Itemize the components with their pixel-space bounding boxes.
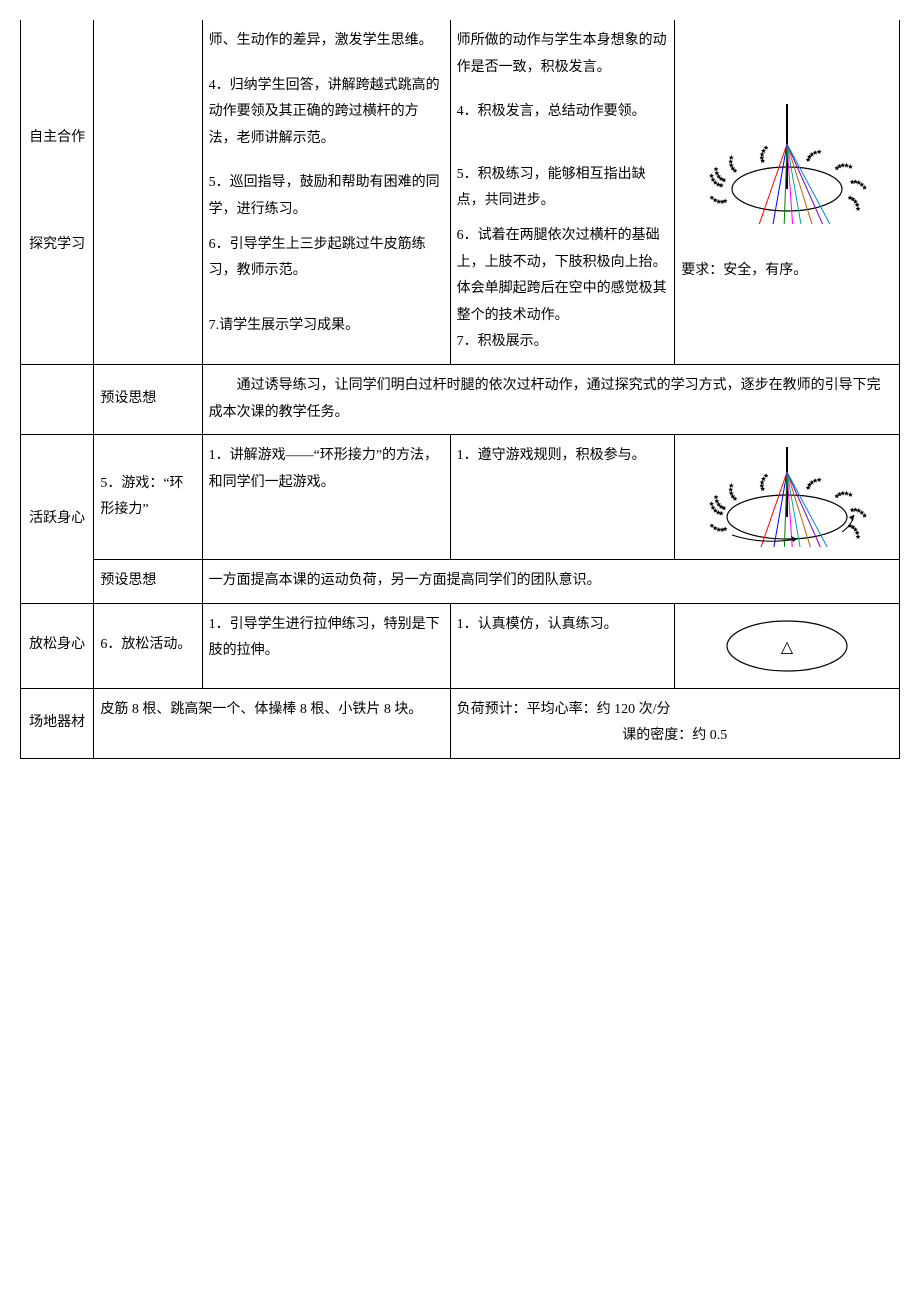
table-row: 放松身心 6．放松活动。 1．引导学生进行拉伸练习，特别是下肢的拉伸。 1．认真… — [21, 603, 900, 688]
section-label-relax: 放松身心 — [21, 603, 94, 688]
student-p2: 4．积极发言，总结动作要领。 — [457, 99, 669, 126]
diagram-cell-relax: △ — [675, 603, 900, 688]
student-p5: 7．积极展示。 — [457, 329, 669, 356]
student-cell-relax: 1．认真模仿，认真练习。 — [450, 603, 675, 688]
student-p3: 5．积极练习，能够相互指出缺点，共同进步。 — [457, 162, 669, 215]
lesson-plan-page: 自主合作 探究学习 师、生动作的差异，激发学生思维。 4．归纳学生回答，讲解跨越… — [20, 20, 900, 759]
teacher-cell-active: 1．讲解游戏——“环形接力”的方法，和同学们一起游戏。 — [202, 435, 450, 560]
preset-label-autonomous: 预设思想 — [94, 364, 202, 434]
table-row: 自主合作 探究学习 师、生动作的差异，激发学生思维。 4．归纳学生回答，讲解跨越… — [21, 20, 900, 364]
student-p1: 师所做的动作与学生本身想象的动作是否一致，积极发言。 — [457, 28, 669, 81]
starburst-diagram-icon — [702, 104, 872, 224]
diagram-note: 要求：安全，有序。 — [681, 258, 893, 285]
student-p4: 6．试着在两腿依次过横杆的基础上，上肢不动，下肢积极向上抬。体会单脚起跨后在空中… — [457, 223, 669, 329]
teacher-p3: 5．巡回指导，鼓励和帮助有困难的同学，进行练习。 — [209, 170, 444, 223]
preset-label-active: 预设思想 — [94, 560, 202, 604]
activity-cell-empty — [94, 20, 202, 364]
teacher-p5: 7.请学生展示学习成果。 — [209, 313, 444, 340]
preset-spacer-1 — [21, 364, 94, 434]
teacher-p2: 4．归纳学生回答，讲解跨越式跳高的动作要领及其正确的跨过横杆的方法，老师讲解示范… — [209, 73, 444, 153]
preset-text-autonomous: 通过诱导练习，让同学们明白过杆时腿的依次过杆动作，通过探究式的学习方式，逐步在教… — [202, 364, 899, 434]
section-label-active: 活跃身心 — [21, 435, 94, 604]
preset-text-active: 一方面提高本课的运动负荷，另一方面提高同学们的团队意识。 — [202, 560, 899, 604]
ellipse-triangle-icon: △ — [712, 616, 862, 676]
student-cell-active: 1．遵守游戏规则，积极参与。 — [450, 435, 675, 560]
label-autonomous-top: 自主合作 — [27, 125, 87, 152]
load-cell: 负荷预计：平均心率：约 120 次/分 课的密度：约 0.5 — [450, 688, 899, 758]
teacher-p4: 6．引导学生上三步起跳过牛皮筋练习，教师示范。 — [209, 232, 444, 285]
teacher-p1: 师、生动作的差异，激发学生思维。 — [209, 28, 444, 55]
lesson-plan-table: 自主合作 探究学习 师、生动作的差异，激发学生思维。 4．归纳学生回答，讲解跨越… — [20, 20, 900, 759]
label-autonomous-bottom: 探究学习 — [27, 232, 87, 259]
density-label: 课的密度：约 0.5 — [457, 723, 893, 750]
student-cell-autonomous: 师所做的动作与学生本身想象的动作是否一致，积极发言。 4．积极发言，总结动作要领… — [450, 20, 675, 364]
teacher-cell-autonomous: 师、生动作的差异，激发学生思维。 4．归纳学生回答，讲解跨越式跳高的动作要领及其… — [202, 20, 450, 364]
section-label-equipment: 场地器材 — [21, 688, 94, 758]
table-row: 预设思想 通过诱导练习，让同学们明白过杆时腿的依次过杆动作，通过探究式的学习方式… — [21, 364, 900, 434]
diagram-cell-active — [675, 435, 900, 560]
equipment-text: 皮筋 8 根、跳高架一个、体操棒 8 根、小铁片 8 块。 — [94, 688, 450, 758]
activity-relax: 6．放松活动。 — [94, 603, 202, 688]
activity-game: 5．游戏：“环形接力” — [94, 435, 202, 560]
triangle-glyph: △ — [781, 639, 794, 656]
section-label-autonomous: 自主合作 探究学习 — [21, 20, 94, 364]
teacher-cell-relax: 1．引导学生进行拉伸练习，特别是下肢的拉伸。 — [202, 603, 450, 688]
diagram-cell-autonomous: 要求：安全，有序。 — [675, 20, 900, 364]
load-label: 负荷预计：平均心率：约 120 次/分 — [457, 697, 893, 724]
starburst-arrow-diagram-icon — [702, 447, 872, 547]
table-row: 活跃身心 5．游戏：“环形接力” 1．讲解游戏——“环形接力”的方法，和同学们一… — [21, 435, 900, 560]
table-row: 预设思想 一方面提高本课的运动负荷，另一方面提高同学们的团队意识。 — [21, 560, 900, 604]
table-row: 场地器材 皮筋 8 根、跳高架一个、体操棒 8 根、小铁片 8 块。 负荷预计：… — [21, 688, 900, 758]
